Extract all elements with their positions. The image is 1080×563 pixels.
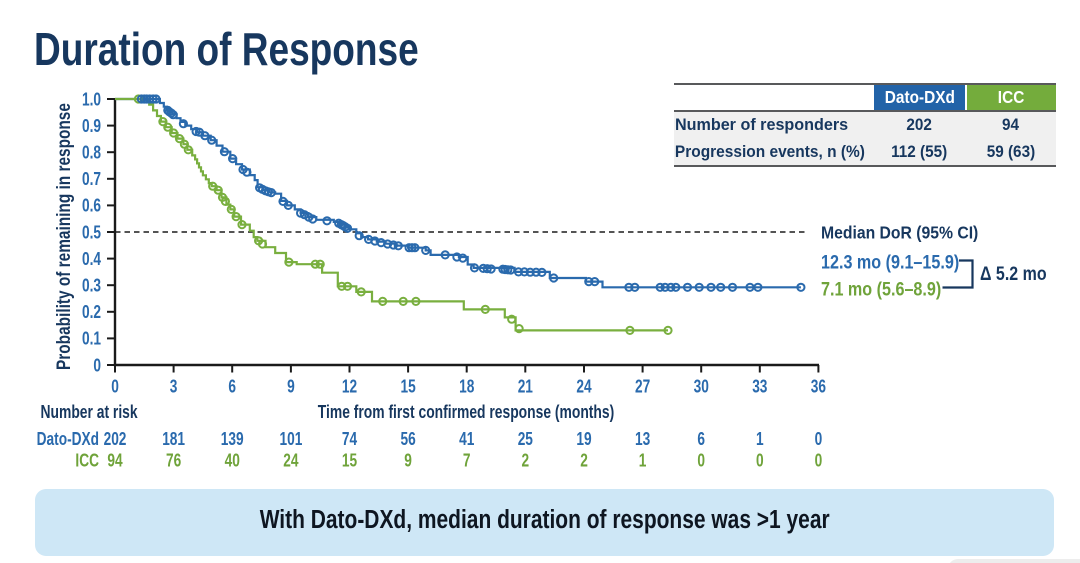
svg-text:3: 3 [170, 377, 178, 397]
svg-text:74: 74 [342, 429, 357, 449]
svg-text:0.3: 0.3 [82, 276, 101, 296]
svg-text:76: 76 [166, 451, 181, 471]
svg-text:0.2: 0.2 [82, 302, 101, 322]
svg-text:181: 181 [162, 429, 185, 449]
svg-text:30: 30 [694, 377, 709, 397]
svg-text:ICC: ICC [75, 451, 99, 471]
svg-text:2: 2 [580, 451, 588, 471]
svg-text:56: 56 [400, 429, 415, 449]
svg-text:15: 15 [342, 451, 357, 471]
svg-text:0: 0 [815, 429, 823, 449]
svg-text:9: 9 [287, 377, 295, 397]
svg-text:12.3 mo (9.1–15.9): 12.3 mo (9.1–15.9) [821, 251, 959, 273]
svg-text:0.1: 0.1 [82, 329, 101, 349]
svg-text:6: 6 [228, 377, 236, 397]
svg-text:1.0: 1.0 [82, 89, 101, 109]
svg-text:Dato-DXd: Dato-DXd [37, 429, 99, 449]
svg-text:40: 40 [225, 451, 240, 471]
svg-text:0: 0 [756, 451, 764, 471]
svg-text:2: 2 [521, 451, 529, 471]
svg-text:36: 36 [811, 377, 826, 397]
svg-text:Number at risk: Number at risk [41, 402, 139, 422]
svg-text:25: 25 [518, 429, 533, 449]
svg-text:41: 41 [459, 429, 474, 449]
svg-text:139: 139 [221, 429, 244, 449]
svg-text:Time from first confirmed resp: Time from first confirmed response (mont… [318, 402, 614, 422]
svg-text:19: 19 [576, 429, 591, 449]
svg-text:27: 27 [635, 377, 650, 397]
svg-text:0.5: 0.5 [82, 222, 101, 242]
svg-text:Probability of remaining in re: Probability of remaining in response [52, 103, 74, 370]
svg-text:33: 33 [752, 377, 767, 397]
svg-text:24: 24 [283, 451, 298, 471]
svg-text:1: 1 [639, 451, 647, 471]
svg-text:202: 202 [104, 429, 127, 449]
svg-text:7: 7 [463, 451, 471, 471]
svg-text:21: 21 [518, 377, 533, 397]
svg-text:0.6: 0.6 [82, 196, 101, 216]
svg-text:Median DoR (95% CI): Median DoR (95% CI) [821, 223, 978, 243]
svg-text:Δ 5.2 mo: Δ 5.2 mo [980, 263, 1047, 285]
svg-text:0: 0 [93, 355, 101, 375]
svg-text:0: 0 [111, 377, 119, 397]
svg-text:13: 13 [635, 429, 650, 449]
svg-text:101: 101 [279, 429, 302, 449]
svg-text:9: 9 [404, 451, 412, 471]
svg-text:94: 94 [107, 451, 122, 471]
svg-text:0: 0 [815, 451, 823, 471]
svg-text:7.1 mo (5.6–8.9): 7.1 mo (5.6–8.9) [821, 278, 941, 300]
svg-text:0.9: 0.9 [82, 116, 101, 136]
svg-text:0.4: 0.4 [82, 249, 101, 269]
svg-text:0.8: 0.8 [82, 143, 101, 163]
svg-text:15: 15 [400, 377, 415, 397]
svg-text:0: 0 [697, 451, 705, 471]
svg-text:18: 18 [459, 377, 474, 397]
svg-text:24: 24 [576, 377, 591, 397]
svg-text:12: 12 [342, 377, 357, 397]
svg-text:6: 6 [697, 429, 705, 449]
svg-text:1: 1 [756, 429, 764, 449]
svg-text:0.7: 0.7 [82, 169, 101, 189]
